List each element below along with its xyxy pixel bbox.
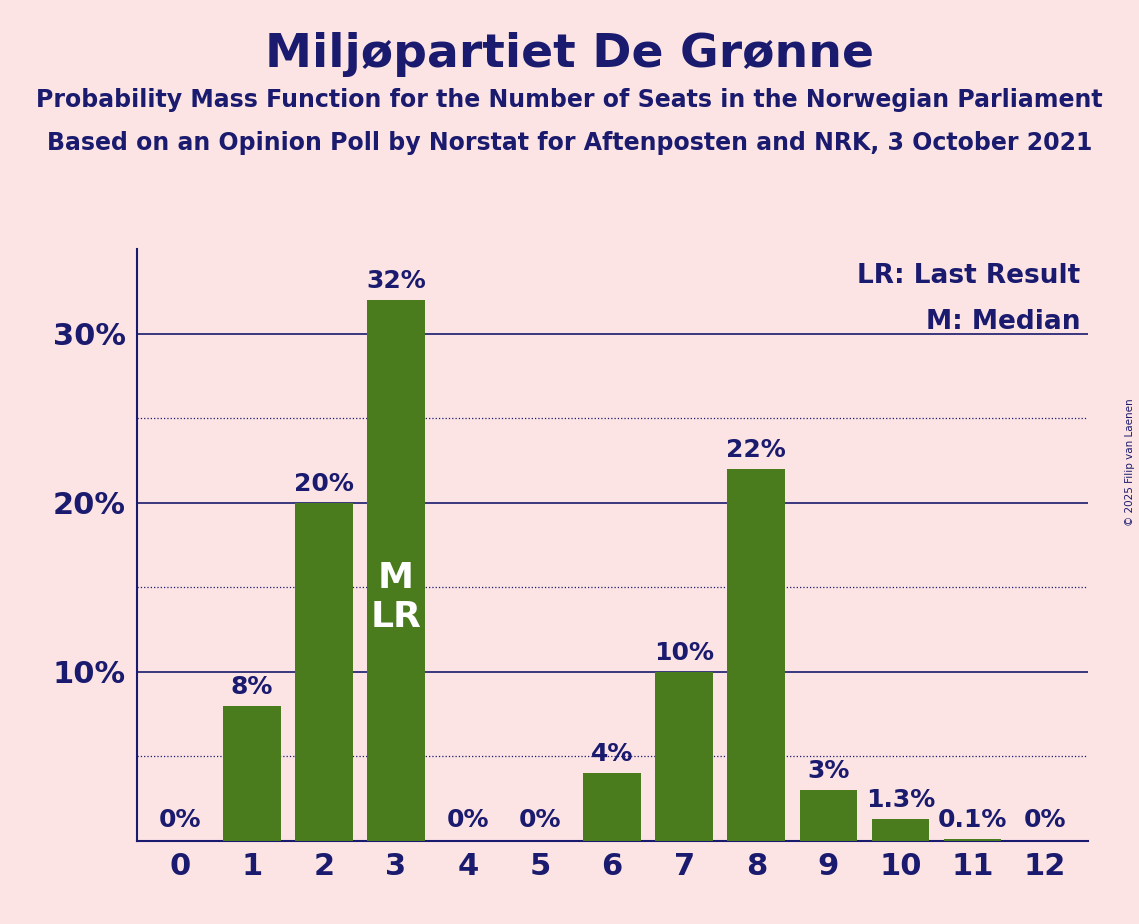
Text: 22%: 22% [727, 438, 786, 462]
Text: Based on an Opinion Poll by Norstat for Aftenposten and NRK, 3 October 2021: Based on an Opinion Poll by Norstat for … [47, 131, 1092, 155]
Text: 3%: 3% [808, 760, 850, 784]
Text: LR: Last Result: LR: Last Result [858, 263, 1081, 289]
Bar [655, 672, 713, 841]
Text: 0%: 0% [519, 808, 562, 833]
Text: 10%: 10% [654, 641, 714, 665]
Text: M: Median: M: Median [926, 309, 1081, 334]
Text: 20%: 20% [294, 472, 354, 496]
Text: 1.3%: 1.3% [866, 788, 935, 812]
Bar [943, 839, 1001, 841]
Text: 0%: 0% [158, 808, 202, 833]
Text: 0%: 0% [1023, 808, 1066, 833]
Bar [871, 819, 929, 841]
Bar [800, 790, 858, 841]
Text: Probability Mass Function for the Number of Seats in the Norwegian Parliament: Probability Mass Function for the Number… [36, 88, 1103, 112]
Text: 0.1%: 0.1% [937, 808, 1007, 833]
Text: 0%: 0% [446, 808, 490, 833]
Bar [367, 300, 425, 841]
Text: 32%: 32% [366, 270, 426, 294]
Bar [728, 469, 785, 841]
Text: © 2025 Filip van Laenen: © 2025 Filip van Laenen [1125, 398, 1134, 526]
Text: Miljøpartiet De Grønne: Miljøpartiet De Grønne [265, 32, 874, 78]
Bar [223, 706, 281, 841]
Text: 4%: 4% [591, 743, 633, 767]
Bar [583, 773, 641, 841]
Text: M
LR: M LR [370, 561, 421, 634]
Text: 8%: 8% [231, 675, 273, 699]
Bar [295, 503, 353, 841]
